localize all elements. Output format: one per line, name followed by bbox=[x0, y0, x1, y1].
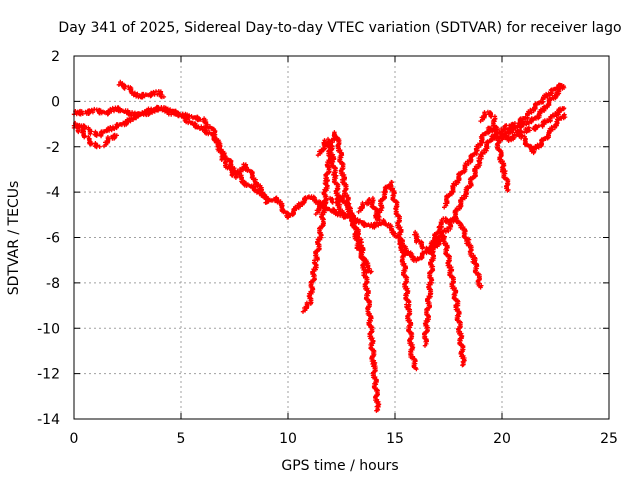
x-tick-label-25: 25 bbox=[600, 431, 618, 447]
axis-ticks bbox=[73, 55, 610, 420]
series-markers-track-h bbox=[313, 193, 382, 413]
y-tick-label--6: -6 bbox=[46, 231, 60, 247]
y-tick-labels: -14 -12 -10 -8 -6 -4 -2 0 2 bbox=[37, 49, 60, 428]
series-track-n bbox=[504, 112, 568, 156]
series-track-j bbox=[412, 229, 467, 368]
series-markers-track-l bbox=[442, 105, 567, 210]
data-series bbox=[71, 79, 568, 413]
series-track-m bbox=[478, 109, 511, 193]
x-tick-label-5: 5 bbox=[177, 431, 186, 447]
x-tick-label-10: 10 bbox=[279, 431, 297, 447]
series-markers-track-n bbox=[504, 112, 568, 156]
series-track-c bbox=[116, 79, 167, 100]
series-track-e bbox=[101, 132, 119, 149]
chart-title: Day 341 of 2025, Sidereal Day-to-day VTE… bbox=[58, 20, 621, 36]
y-tick-label--2: -2 bbox=[46, 140, 60, 156]
y-tick-label-0: 0 bbox=[51, 94, 60, 110]
series-markers-track-e bbox=[101, 132, 119, 149]
x-tick-label-0: 0 bbox=[70, 431, 79, 447]
y-axis-label: SDTVAR / TECUs bbox=[6, 181, 22, 296]
series-markers-track-m bbox=[478, 109, 511, 193]
y-tick-label--14: -14 bbox=[37, 412, 60, 428]
y-tick-label--10: -10 bbox=[37, 321, 60, 337]
x-tick-labels: 0 5 10 15 20 25 bbox=[70, 431, 618, 447]
y-tick-label--8: -8 bbox=[46, 276, 60, 292]
x-tick-label-15: 15 bbox=[386, 431, 404, 447]
series-markers-track-b bbox=[71, 104, 269, 200]
y-tick-label--12: -12 bbox=[37, 367, 60, 383]
series-track-i bbox=[356, 179, 419, 372]
series-track-h bbox=[313, 193, 382, 413]
series-track-l bbox=[442, 105, 567, 210]
grid-lines bbox=[74, 56, 609, 419]
y-tick-label--4: -4 bbox=[46, 185, 60, 201]
x-axis-label: GPS time / hours bbox=[281, 458, 398, 474]
series-markers-track-c bbox=[116, 79, 167, 100]
x-tick-label-20: 20 bbox=[493, 431, 511, 447]
series-markers-track-k bbox=[421, 216, 484, 348]
y-tick-label-2: 2 bbox=[51, 49, 60, 65]
series-track-k bbox=[421, 216, 484, 348]
series-markers-track-i bbox=[356, 179, 419, 372]
series-markers-track-o bbox=[497, 82, 567, 135]
series-markers-track-j bbox=[412, 229, 467, 368]
series-track-o bbox=[497, 82, 567, 135]
series-track-b bbox=[71, 104, 269, 200]
